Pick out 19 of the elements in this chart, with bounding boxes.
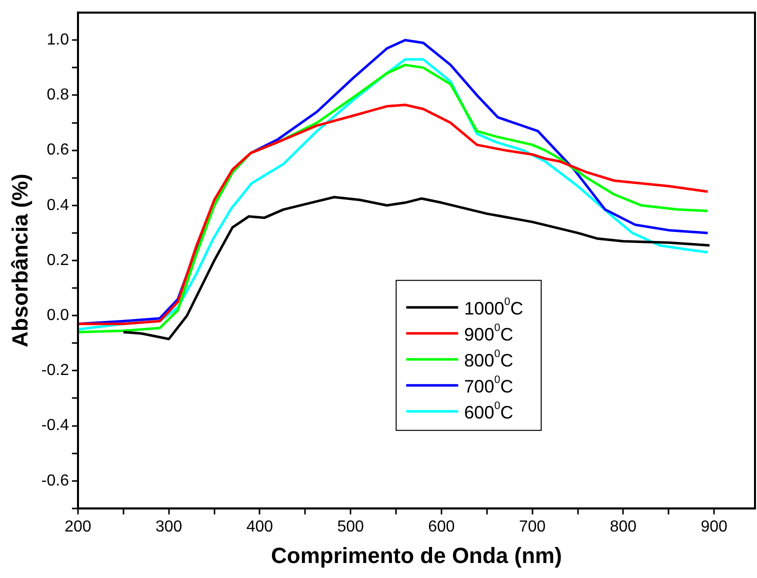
y-tick-label: -0.2 (41, 362, 70, 380)
y-tick-label: 1.0 (46, 32, 70, 49)
x-tick-label: 400 (246, 518, 274, 536)
x-tick-label: 300 (155, 518, 182, 536)
y-axis-title: Absorbância (%) (7, 174, 32, 348)
y-tick-label: 0.8 (46, 86, 70, 104)
y-tick-label: -0.4 (41, 417, 70, 434)
y-tick-label: 0.2 (46, 252, 70, 269)
x-tick-label: 900 (700, 518, 728, 536)
x-tick-label: 200 (64, 518, 92, 536)
x-axis-title: Comprimento de Onda (nm) (271, 542, 562, 568)
x-tick-label: 500 (337, 518, 364, 536)
y-tick-label: -0.6 (41, 472, 70, 490)
x-tick-label: 700 (519, 518, 546, 536)
y-tick-label: 0.0 (46, 306, 70, 324)
x-tick-label: 800 (610, 518, 637, 536)
x-tick-label: 600 (428, 518, 455, 536)
y-tick-label: 0.4 (46, 196, 70, 214)
y-tick-label: 0.6 (46, 142, 70, 159)
